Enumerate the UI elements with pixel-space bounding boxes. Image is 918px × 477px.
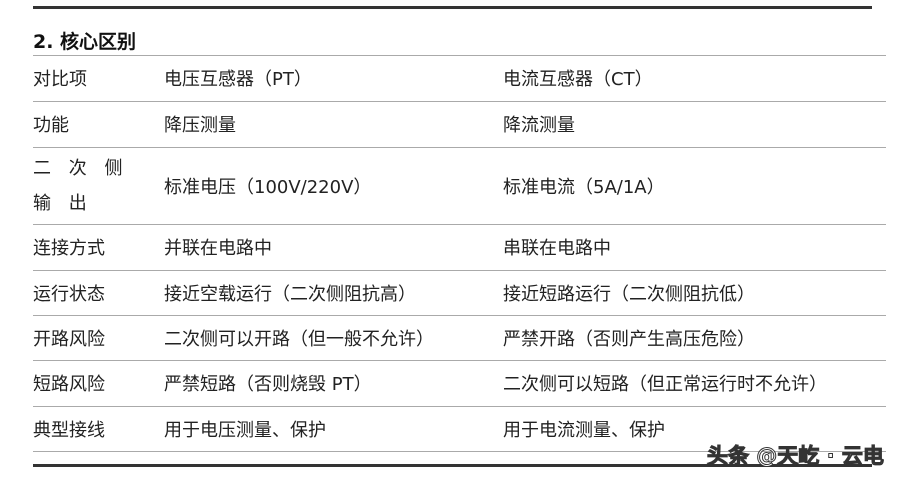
row-label: 典型接线	[33, 419, 105, 441]
pt-value: 用于电压测量、保护	[164, 419, 326, 441]
pt-value: 降压测量	[164, 115, 236, 136]
row-label: 对比项	[33, 69, 87, 90]
row-label: 运行状态	[33, 283, 105, 305]
ct-value: 降流测量	[503, 115, 575, 136]
row-divider	[33, 55, 886, 56]
bottom-rule	[33, 464, 872, 467]
table-row: 连接方式 并联在电路中 串联在电路中	[0, 224, 918, 270]
row-label: 短路风险	[33, 374, 105, 395]
table-row: 运行状态 接近空载运行（二次侧阻抗高） 接近短路运行（二次侧阻抗低）	[0, 270, 918, 315]
row-label: 开路风险	[33, 328, 105, 350]
ct-value: 二次侧可以短路（但正常运行时不允许）	[503, 374, 827, 395]
section-title: 2. 核心区别	[33, 31, 137, 53]
watermark: 头条 @天屹 · 云电	[707, 444, 885, 469]
ct-value: 严禁开路（否则产生高压危险）	[503, 328, 755, 350]
row-divider	[33, 224, 886, 225]
pt-value: 接近空载运行（二次侧阻抗高）	[164, 283, 416, 305]
pt-value: 电压互感器（PT）	[164, 69, 312, 90]
row-label: 二 次 侧 输 出	[33, 157, 129, 214]
row-divider	[33, 360, 886, 361]
row-divider	[33, 451, 886, 452]
row-label: 功能	[33, 115, 69, 136]
table-row: 短路风险 严禁短路（否则烧毁 PT） 二次侧可以短路（但正常运行时不允许）	[0, 360, 918, 406]
row-divider	[33, 406, 886, 407]
table-row: 开路风险 二次侧可以开路（但一般不允许） 严禁开路（否则产生高压危险）	[0, 315, 918, 360]
top-rule	[33, 6, 872, 9]
ct-value: 电流互感器（CT）	[503, 69, 653, 90]
pt-value: 二次侧可以开路（但一般不允许）	[164, 328, 434, 350]
ct-value: 接近短路运行（二次侧阻抗低）	[503, 283, 755, 305]
row-divider	[33, 147, 886, 148]
ct-value: 用于电流测量、保护	[503, 419, 665, 441]
row-divider	[33, 101, 886, 102]
table-row: 二 次 侧 输 出 标准电压（100V/220V） 标准电流（5A/1A）	[0, 147, 918, 224]
pt-value: 严禁短路（否则烧毁 PT）	[164, 374, 372, 395]
row-divider	[33, 270, 886, 271]
table-row: 典型接线 用于电压测量、保护 用于电流测量、保护	[0, 406, 918, 451]
ct-value: 标准电流（5A/1A）	[503, 176, 665, 198]
table-row: 功能 降压测量 降流测量	[0, 101, 918, 147]
ct-value: 串联在电路中	[503, 238, 611, 259]
table-row: 对比项 电压互感器（PT） 电流互感器（CT）	[0, 55, 918, 101]
row-divider	[33, 315, 886, 316]
row-label: 连接方式	[33, 238, 105, 259]
pt-value: 标准电压（100V/220V）	[164, 176, 372, 198]
pt-value: 并联在电路中	[164, 238, 272, 259]
